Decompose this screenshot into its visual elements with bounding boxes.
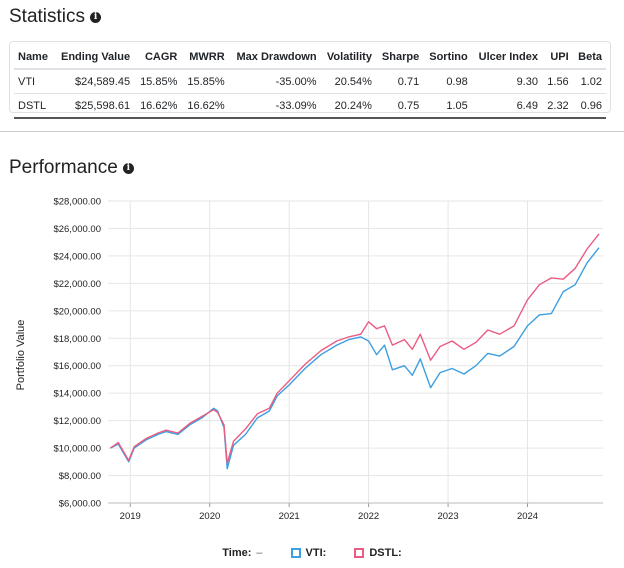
cell-max-drawdown: -35.00% bbox=[275, 75, 317, 88]
column-header-max-drawdown[interactable]: Max Drawdown bbox=[236, 50, 317, 63]
y-tick-label: $26,000.00 bbox=[53, 224, 101, 235]
column-header-beta[interactable]: Beta bbox=[578, 50, 602, 63]
cell-max-drawdown: -33.09% bbox=[275, 99, 317, 112]
cell-beta: 1.02 bbox=[580, 75, 602, 88]
performance-title-text: Performance bbox=[9, 157, 118, 178]
cell-ulcer-index: 9.30 bbox=[516, 75, 538, 88]
y-tick-label: $20,000.00 bbox=[53, 306, 101, 317]
x-tick-label: 2023 bbox=[437, 511, 458, 522]
y-tick-label: $24,000.00 bbox=[53, 251, 101, 262]
cell-sharpe: 0.75 bbox=[397, 99, 420, 112]
cell-upi: 2.32 bbox=[547, 99, 569, 112]
chart-legend: Time: – VTI: DSTL: bbox=[0, 547, 624, 559]
column-header-mwrr[interactable]: MWRR bbox=[189, 50, 225, 63]
section-divider bbox=[0, 131, 624, 132]
legend-label-dstl: DSTL: bbox=[369, 547, 402, 559]
statistics-title: Statistics i bbox=[9, 6, 102, 28]
x-tick-label: 2024 bbox=[517, 511, 538, 522]
cell-ending-value: $25,598.61 bbox=[75, 99, 131, 112]
cell-sortino: 1.05 bbox=[446, 99, 468, 112]
y-tick-label: $10,000.00 bbox=[53, 444, 101, 455]
table-row: DSTL $25,598.61 16.62% 16.62% -33.09% 20… bbox=[14, 94, 606, 118]
x-tick-label: 2019 bbox=[120, 511, 141, 522]
legend-time: Time: – bbox=[222, 547, 262, 559]
cell-volatility: 20.24% bbox=[334, 99, 372, 112]
series-line-dstl[interactable] bbox=[110, 233, 600, 464]
cell-name: VTI bbox=[18, 75, 36, 88]
cell-cagr: 16.62% bbox=[140, 99, 178, 112]
cell-mwrr: 16.62% bbox=[187, 99, 225, 112]
y-tick-label: $14,000.00 bbox=[53, 389, 101, 400]
legend-item-vti[interactable]: VTI: bbox=[290, 547, 327, 559]
cell-ending-value: $24,589.45 bbox=[75, 75, 131, 88]
legend-time-value: – bbox=[256, 547, 263, 559]
chart-series bbox=[110, 233, 600, 470]
statistics-title-text: Statistics bbox=[9, 6, 86, 27]
statistics-table: Name Ending Value CAGR MWRR Max Drawdown… bbox=[14, 45, 606, 119]
legend-item-dstl[interactable]: DSTL: bbox=[354, 547, 402, 559]
y-tick-label: $16,000.00 bbox=[53, 361, 101, 372]
cell-upi: 1.56 bbox=[547, 75, 569, 88]
y-tick-label: $12,000.00 bbox=[53, 416, 101, 427]
y-tick-label: $18,000.00 bbox=[53, 334, 101, 345]
performance-title: Performance i bbox=[9, 157, 134, 179]
x-tick-label: 2022 bbox=[358, 511, 379, 522]
column-header-ending-value[interactable]: Ending Value bbox=[61, 50, 131, 63]
legend-swatch-dstl bbox=[354, 548, 365, 558]
x-axis: 2019 2020 2021 2022 2023 2024 bbox=[108, 502, 603, 522]
cell-mwrr: 15.85% bbox=[187, 75, 225, 88]
column-header-upi[interactable]: UPI bbox=[550, 50, 569, 63]
series-line-vti[interactable] bbox=[110, 247, 600, 470]
cell-cagr: 15.85% bbox=[140, 75, 178, 88]
cell-name: DSTL bbox=[18, 99, 47, 112]
legend-label-vti: VTI: bbox=[305, 547, 327, 559]
chart-grid bbox=[108, 200, 603, 504]
cell-sortino: 0.98 bbox=[446, 75, 468, 88]
legend-time-label: Time: bbox=[222, 547, 252, 559]
cell-ulcer-index: 6.49 bbox=[516, 99, 538, 112]
statistics-table-card: Name Ending Value CAGR MWRR Max Drawdown… bbox=[9, 41, 611, 118]
x-tick-label: 2020 bbox=[199, 511, 220, 522]
y-axis-label: Portfolio Value bbox=[15, 320, 27, 391]
performance-chart[interactable]: $6,000.00 $8,000.00 $10,000.00 $12,000.00 $1… bbox=[0, 185, 624, 540]
cell-sharpe: 0.71 bbox=[397, 75, 420, 88]
info-icon[interactable]: i bbox=[90, 11, 102, 23]
column-header-sharpe[interactable]: Sharpe bbox=[381, 50, 420, 63]
column-header-volatility[interactable]: Volatility bbox=[326, 50, 372, 63]
x-tick-label: 2021 bbox=[279, 511, 300, 522]
y-tick-label: $8,000.00 bbox=[59, 471, 101, 482]
cell-volatility: 20.54% bbox=[334, 75, 372, 88]
y-tick-label: $6,000.00 bbox=[59, 499, 101, 510]
column-header-cagr[interactable]: CAGR bbox=[144, 50, 178, 63]
column-header-sortino[interactable]: Sortino bbox=[429, 50, 468, 63]
legend-swatch-vti bbox=[290, 548, 301, 558]
table-row: VTI $24,589.45 15.85% 15.85% -35.00% 20.… bbox=[14, 69, 606, 94]
table-header-row: Name Ending Value CAGR MWRR Max Drawdown… bbox=[14, 45, 606, 69]
y-tick-label: $22,000.00 bbox=[53, 279, 101, 290]
y-tick-label: $28,000.00 bbox=[53, 197, 101, 208]
column-header-ulcer-index[interactable]: Ulcer Index bbox=[478, 50, 538, 63]
cell-beta: 0.96 bbox=[580, 99, 602, 112]
info-icon[interactable]: i bbox=[122, 162, 134, 174]
y-axis: $6,000.00 $8,000.00 $10,000.00 $12,000.00 $1… bbox=[53, 197, 101, 510]
column-header-name[interactable]: Name bbox=[18, 50, 48, 63]
